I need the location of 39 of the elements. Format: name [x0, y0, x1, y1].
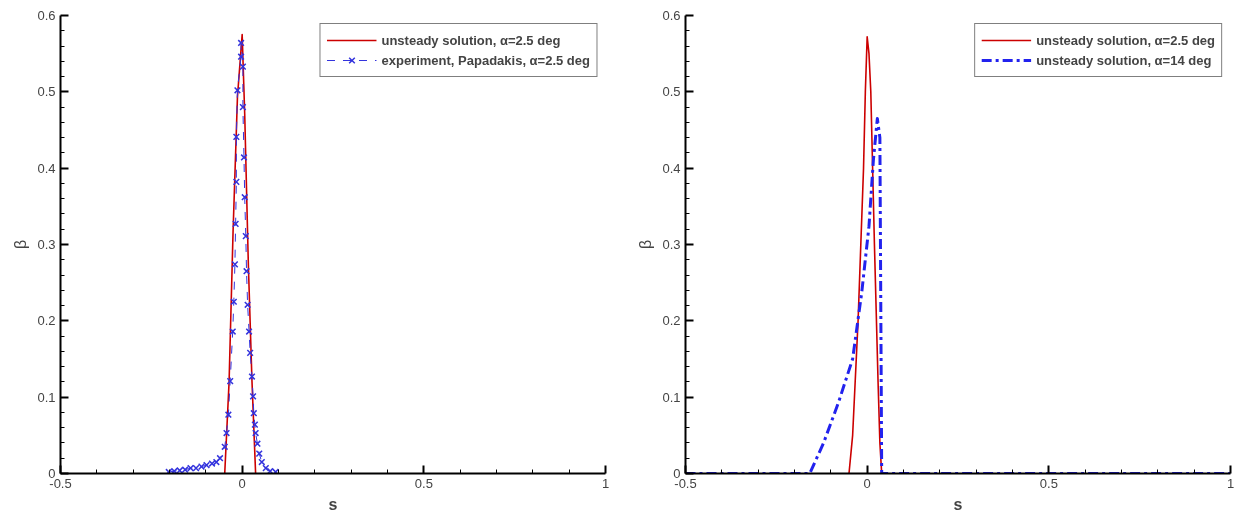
point: [239, 103, 247, 111]
x-tick-label: 0: [863, 475, 871, 491]
point: [246, 349, 254, 357]
y-tick-label: 0.6: [37, 8, 56, 23]
point: [248, 372, 256, 381]
point: [252, 429, 260, 437]
point: [221, 443, 229, 451]
x-axis-title: s: [328, 495, 338, 513]
point: [240, 153, 248, 162]
y-tick-label: 0.6: [662, 8, 681, 23]
y-tick-label: 0.4: [37, 160, 56, 176]
y-tick-label: 0.5: [37, 84, 56, 100]
legend-label: unsteady solution, α=2.5 deg: [1036, 32, 1215, 48]
y-tick-label: 0.1: [662, 389, 681, 405]
x-tick-label: 0.5: [1039, 475, 1058, 491]
x-tick-label: 0: [238, 475, 246, 491]
y-tick-label: 0.3: [37, 237, 56, 252]
x-tick-label: 0.5: [414, 475, 433, 491]
line-series: [223, 33, 257, 474]
x-tick-label: 1: [601, 475, 610, 491]
legend-label: unsteady solution, α=14 deg: [1036, 52, 1212, 68]
legend-label: unsteady solution, α=2.5 deg: [381, 32, 561, 48]
y-tick-label: 0.2: [662, 313, 681, 329]
point: [245, 327, 253, 336]
y-axis-title: β: [12, 239, 30, 250]
point: [226, 377, 234, 385]
x-tick-label: 1: [1226, 475, 1235, 491]
point: [250, 409, 258, 417]
y-tick-label: 0.5: [662, 84, 681, 100]
y-tick-label: 0.1: [37, 389, 56, 405]
legend-label: experiment, Papadakis, α=2.5 deg: [381, 52, 590, 68]
point: [222, 429, 231, 437]
y-tick-label: 0.4: [662, 160, 681, 176]
point: [237, 39, 245, 47]
y-tick-label: 0.3: [662, 237, 681, 252]
y-tick-label: 0.2: [37, 313, 56, 329]
y-axis-title: β: [637, 239, 655, 250]
x-axis-title: s: [953, 495, 963, 513]
line-series: [848, 36, 883, 474]
